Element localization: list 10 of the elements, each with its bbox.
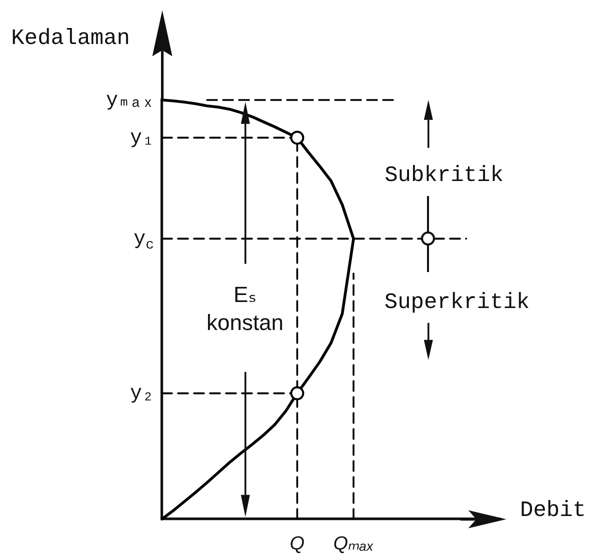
- series-label: y₂: [130, 382, 154, 406]
- annotation: Subkritik: [384, 162, 504, 188]
- text: yₘₐₓ: [106, 89, 154, 112]
- x-axis-title: Debit: [520, 498, 586, 523]
- y-axis-title: Kedalaman: [11, 26, 130, 51]
- x-tick-label: Q: [290, 533, 305, 554]
- annotation: Eₛ konstan: [206, 282, 284, 336]
- x-tick-label: Qₘₐₓ: [333, 533, 374, 554]
- annotation: Superkritik: [384, 290, 530, 315]
- series-label: y₁: [130, 127, 154, 150]
